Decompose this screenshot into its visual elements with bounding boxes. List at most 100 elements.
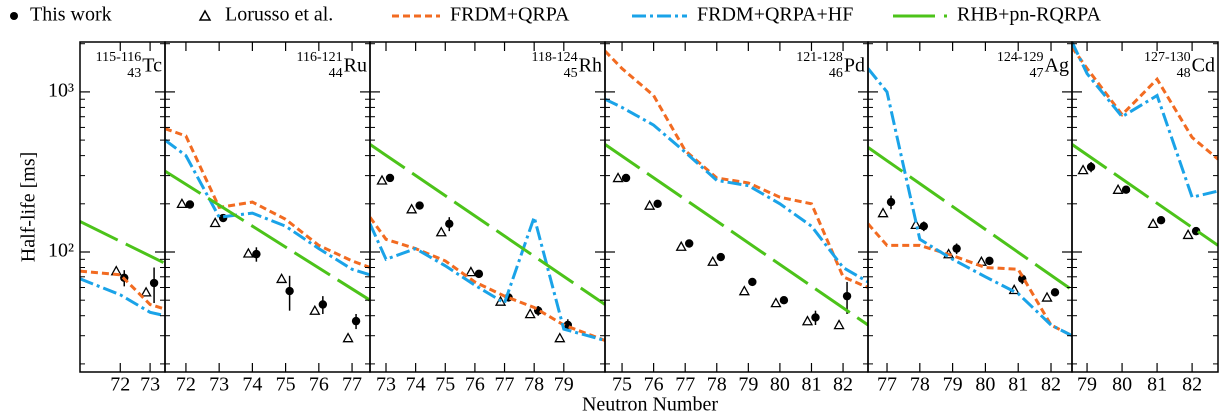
x-tick-label: 75 (276, 374, 296, 396)
panel-z: 45 (564, 66, 578, 81)
data-point (842, 291, 852, 301)
data-point (318, 300, 328, 309)
x-tick-label: 77 (675, 374, 695, 396)
data-point (716, 252, 725, 262)
x-tick-label: 80 (1112, 374, 1132, 396)
panel (868, 67, 1072, 338)
data-triangle (1077, 164, 1089, 175)
model-line (605, 143, 868, 327)
data-triangle (1112, 183, 1124, 194)
data-triangle (801, 315, 814, 326)
data-triangle (1147, 217, 1159, 229)
model-line (868, 222, 1072, 338)
x-tick-label: 79 (554, 374, 574, 396)
model-line (165, 169, 370, 302)
panel (370, 143, 605, 343)
data-point (886, 197, 896, 207)
panel-frame (604, 41, 869, 373)
data-triangle (524, 308, 536, 319)
x-tick-label: 77 (495, 374, 515, 396)
panel-element: Ag (1045, 55, 1069, 77)
panel (165, 127, 370, 343)
data-triangle (309, 304, 321, 315)
data-point (952, 244, 961, 253)
data-triangle (554, 332, 566, 343)
legend-label: FRDM+QRPA (450, 4, 570, 26)
data-triangle (644, 199, 656, 210)
data-triangle (209, 217, 221, 228)
x-tick-label: 76 (465, 374, 485, 396)
data-point (385, 173, 395, 183)
legend-label: This work (30, 4, 112, 26)
data-point (1050, 288, 1060, 297)
panel-mass: 115-116 (96, 50, 142, 65)
data-point (1121, 185, 1131, 194)
data-point (621, 173, 631, 183)
data-point (445, 219, 454, 229)
data-triangle (342, 332, 354, 343)
data-triangle (276, 272, 288, 284)
model-line (80, 220, 165, 265)
legend-marker (10, 12, 18, 20)
legend-marker (198, 9, 212, 21)
x-tick-label: 79 (943, 374, 963, 396)
x-tick-label: 77 (877, 374, 897, 396)
x-tick-label: 81 (1147, 374, 1167, 396)
x-tick-label: 77 (342, 374, 362, 396)
model-line (1072, 42, 1218, 199)
x-tick-label: 82 (1041, 374, 1061, 396)
x-tick-label: 78 (524, 374, 544, 396)
model-line (80, 269, 165, 311)
panel-frame (867, 41, 1073, 373)
panel-mass: 124-129 (997, 50, 1044, 65)
model-line (80, 277, 165, 318)
x-tick-label: 75 (435, 374, 455, 396)
data-triangle (675, 240, 687, 251)
data-point (748, 277, 757, 287)
x-tick-label: 76 (309, 374, 329, 396)
model-line (868, 146, 1072, 292)
data-point (1156, 215, 1166, 225)
data-triangle (1041, 291, 1053, 302)
data-triangle (140, 286, 152, 297)
panel-frame (1071, 41, 1219, 373)
panel-element: Tc (142, 55, 162, 77)
panel-mass: 116-121 (297, 50, 343, 65)
model-line (868, 67, 1072, 338)
model-line (1072, 143, 1218, 247)
legend-label: RHB+pn-RQRPA (957, 4, 1101, 26)
x-tick-label: 72 (176, 374, 196, 396)
data-triangle (738, 285, 750, 296)
x-tick-label: 78 (707, 374, 727, 396)
panel (605, 49, 868, 330)
x-tick-label: 80 (770, 374, 790, 396)
data-point (474, 269, 484, 279)
x-tick-label: 81 (1008, 374, 1028, 396)
x-tick-label: 82 (1182, 374, 1202, 396)
panel-z: 46 (829, 66, 843, 81)
data-triangle (877, 207, 889, 218)
panel (1072, 42, 1218, 247)
panel-z: 48 (1177, 66, 1191, 81)
panel-z: 47 (1030, 66, 1044, 81)
data-point (415, 201, 424, 210)
data-point (779, 295, 789, 305)
panel (80, 220, 165, 318)
panel-frame (79, 41, 166, 373)
data-point (149, 278, 159, 288)
x-tick-label: 80 (975, 374, 995, 396)
data-point (252, 249, 261, 259)
model-line (605, 97, 868, 284)
data-point (919, 221, 929, 231)
x-axis-label: Neutron Number (582, 394, 718, 416)
legend-label: Lorusso et al. (225, 4, 333, 26)
x-tick-label: 81 (801, 374, 821, 396)
data-triangle (242, 247, 254, 258)
data-triangle (1182, 228, 1194, 240)
x-tick-label: 72 (110, 374, 130, 396)
y-axis-label: Half-life [ms] (18, 152, 40, 263)
x-tick-label: 79 (1077, 374, 1097, 396)
panel-mass: 121-128 (796, 50, 843, 65)
panel-element: Pd (844, 55, 865, 77)
